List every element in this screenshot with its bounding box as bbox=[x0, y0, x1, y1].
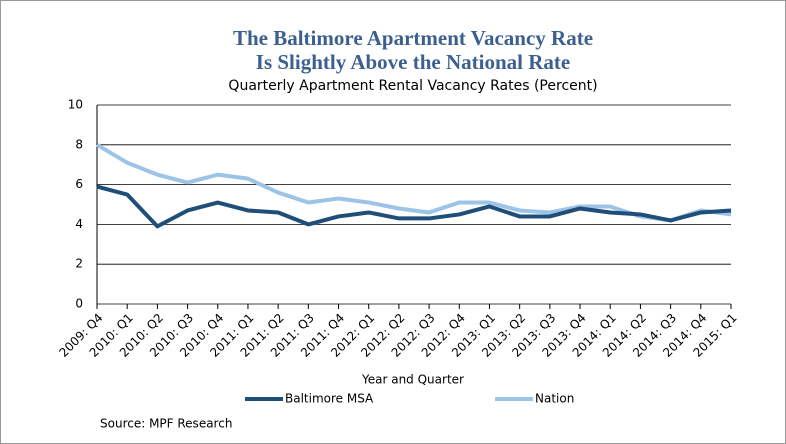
chart-title: The Baltimore Apartment Vacancy Rate bbox=[233, 26, 593, 50]
x-axis-label: Year and Quarter bbox=[361, 373, 464, 387]
chart-subtitle: Quarterly Apartment Rental Vacancy Rates… bbox=[228, 78, 597, 94]
y-tick-label: 4 bbox=[75, 217, 83, 231]
y-tick-label: 10 bbox=[68, 98, 83, 112]
legend-label: Nation bbox=[535, 392, 574, 406]
y-tick-label: 0 bbox=[75, 297, 83, 311]
chart-title: Is Slightly Above the National Rate bbox=[256, 50, 570, 74]
source: Source: MPF Research bbox=[100, 417, 232, 431]
y-tick-label: 6 bbox=[75, 177, 83, 191]
series-line bbox=[96, 184, 732, 229]
legend-label: Baltimore MSA bbox=[285, 392, 374, 406]
y-tick-label: 2 bbox=[75, 257, 83, 271]
y-tick-label: 8 bbox=[75, 137, 83, 151]
